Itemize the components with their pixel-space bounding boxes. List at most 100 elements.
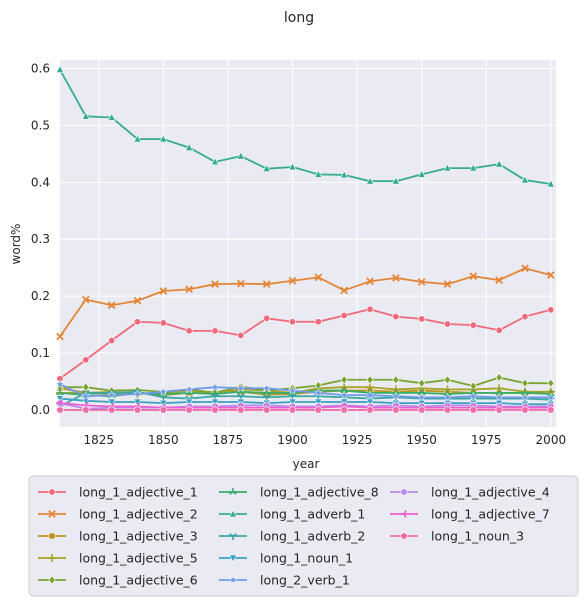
data-point: [158, 386, 168, 396]
x-tick-label: 1975: [471, 433, 502, 447]
legend-label: long_1_adverb_2: [260, 529, 365, 544]
plot-area: [60, 60, 556, 427]
data-point: [133, 134, 142, 143]
y-axis-ticks: 0.0 0.1 0.2 0.3 0.4 0.5 0.6: [31, 62, 50, 417]
legend-item-long_1_adjective_4: long_1_adjective_4: [390, 485, 550, 500]
legend-item-long_1_noun_3: long_1_noun_3: [390, 529, 524, 544]
data-point: [495, 276, 504, 285]
data-point: [417, 388, 426, 396]
series-line: [59, 402, 551, 409]
data-point: [262, 280, 271, 289]
legend-label: long_1_adjective_8: [260, 485, 379, 500]
x-axis-label: year: [293, 457, 320, 471]
data-point: [546, 392, 556, 402]
x-tick-label: 1875: [213, 433, 244, 447]
data-point: [392, 313, 400, 321]
y-tick-label: 0.2: [31, 289, 50, 303]
grid-lines: [60, 60, 556, 427]
data-point: [340, 375, 348, 385]
data-point: [400, 531, 408, 540]
data-point: [521, 388, 529, 396]
legend-label: long_1_adjective_5: [79, 551, 198, 566]
data-point: [133, 398, 142, 407]
data-point: [185, 398, 194, 407]
data-point: [56, 405, 64, 414]
data-point: [392, 375, 400, 385]
series-line: [59, 397, 551, 406]
data-point: [185, 405, 194, 414]
data-point: [314, 398, 323, 407]
series-long_1_adjective_1: [56, 305, 555, 383]
legend-label: long_1_adjective_2: [79, 507, 198, 522]
data-point: [443, 375, 452, 385]
data-point: [469, 272, 478, 281]
x-tick-label: 1825: [83, 433, 114, 447]
data-point: [417, 392, 427, 402]
data-point: [340, 311, 348, 319]
chart-title: long: [284, 10, 314, 26]
legend-item-long_1_adjective_6: long_1_adjective_6: [38, 573, 198, 588]
data-point: [495, 326, 503, 334]
data-point: [48, 532, 56, 540]
data-point: [417, 169, 426, 178]
data-point: [81, 111, 90, 120]
legend-label: long_1_noun_1: [260, 551, 353, 566]
y-tick-label: 0.1: [31, 346, 50, 360]
legend-item-long_1_noun_1: long_1_noun_1: [219, 551, 353, 566]
data-point: [184, 384, 194, 394]
data-point: [211, 280, 219, 289]
data-point: [287, 385, 298, 395]
data-point: [48, 488, 56, 496]
data-point: [210, 157, 220, 166]
data-point: [468, 391, 478, 401]
data-point: [288, 318, 296, 326]
data-point: [228, 554, 238, 563]
x-tick-label: 1850: [148, 433, 179, 447]
data-point: [56, 399, 63, 407]
legend-item-long_1_adverb_2: long_1_adverb_2: [219, 529, 365, 544]
data-point: [82, 356, 90, 364]
data-point: [400, 510, 407, 518]
data-point: [211, 405, 219, 414]
data-point: [400, 488, 408, 496]
legend-label: long_1_adjective_3: [79, 529, 198, 544]
data-point: [262, 405, 271, 414]
data-point: [133, 405, 142, 414]
data-point: [495, 159, 504, 168]
legend-label: long_2_verb_1: [260, 573, 350, 588]
series-line: [60, 376, 551, 394]
data-point: [48, 554, 56, 562]
data-point: [365, 390, 375, 400]
data-point: [366, 375, 374, 385]
series-line: [59, 402, 551, 410]
data-point: [547, 306, 555, 314]
data-point: [391, 405, 400, 414]
data-point: [107, 398, 116, 407]
legend-label: long_1_adjective_4: [431, 485, 550, 500]
data-point: [211, 327, 219, 335]
data-point: [546, 271, 555, 279]
series-long_1_noun_3: [56, 405, 555, 414]
data-point: [55, 395, 65, 404]
data-point: [81, 295, 90, 304]
data-point: [56, 388, 64, 396]
data-point: [365, 176, 375, 185]
legend-item-long_1_adjective_2: long_1_adjective_2: [38, 507, 198, 522]
legend-item-long_1_adjective_3: long_1_adjective_3: [38, 529, 198, 544]
data-point: [340, 386, 349, 394]
legend-item-long_1_adjective_1: long_1_adjective_1: [38, 485, 198, 500]
data-point: [159, 399, 168, 408]
data-point: [391, 391, 401, 401]
x-tick-label: 1925: [342, 433, 373, 447]
data-point: [134, 318, 142, 326]
data-point: [340, 170, 349, 179]
data-point: [185, 327, 193, 335]
data-point: [546, 179, 555, 188]
legend-label: long_1_noun_3: [431, 529, 524, 544]
data-point: [288, 405, 297, 414]
data-point: [288, 398, 297, 407]
data-point: [365, 398, 375, 407]
legend-item-long_1_adjective_5: long_1_adjective_5: [38, 551, 198, 566]
data-point: [521, 405, 529, 414]
